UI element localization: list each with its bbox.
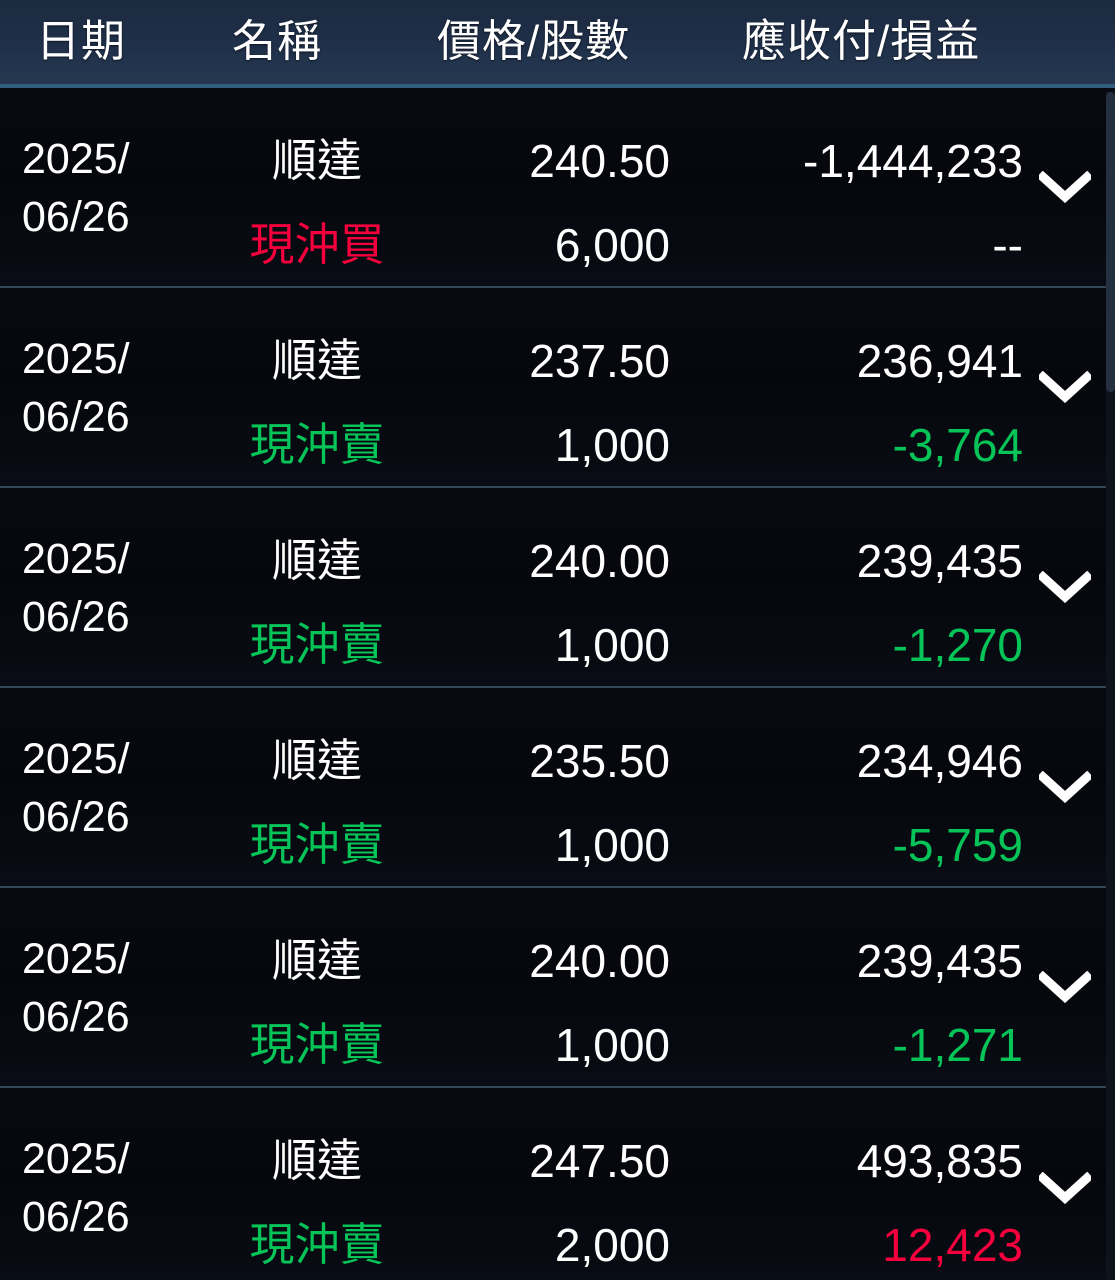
date-line-2: 06/26: [22, 193, 130, 241]
cell-trade-type: 現沖賣: [249, 1219, 385, 1270]
table-row[interactable]: 2025/06/26 順達現沖賣 237.50 1,000 236,941 -3,764: [0, 288, 1115, 488]
cell-price: 240.00: [529, 535, 670, 587]
cell-quantity: 1,000: [554, 819, 670, 871]
chevron-down-icon[interactable]: [1035, 957, 1095, 1017]
cell-trade-type: 現沖賣: [249, 419, 385, 470]
trade-list[interactable]: 2025/06/26 順達 現沖買 240.50 6,000 -1,444,233 -- 20…: [0, 88, 1115, 1280]
cell-stock-name: 順達: [271, 935, 362, 986]
cell-pnl: 12,423: [882, 1219, 1023, 1271]
cell-price: 240.50: [529, 135, 670, 187]
cell-stock-name: 順達: [271, 135, 362, 186]
column-header-price-quantity: 價格/股數: [437, 17, 631, 66]
cell-date: 2025/06/26: [22, 730, 130, 846]
cell-pnl: -3,764: [892, 419, 1023, 471]
date-line-2: 06/26: [22, 793, 130, 841]
cell-trade-type: 現沖賣: [249, 819, 385, 870]
table-row[interactable]: 2025/06/26 順達現沖買 240.50 6,000 -1,444,233 --: [0, 88, 1115, 288]
date-line-1: 2025/: [22, 335, 130, 383]
table-row[interactable]: 2025/06/26 順達現沖賣 240.00 1,000 239,435 -1,270: [0, 488, 1115, 688]
cell-price: 237.50: [529, 335, 670, 387]
cell-stock-name: 順達: [271, 735, 362, 786]
chevron-down-icon[interactable]: [1035, 757, 1095, 817]
cell-pnl: --: [992, 219, 1023, 271]
date-line-1: 2025/: [22, 735, 130, 783]
cell-date: 2025/06/26: [22, 930, 130, 1046]
table-row[interactable]: 2025/06/26 順達現沖賣 240.00 1,000 239,435 -1,271: [0, 888, 1115, 1088]
cell-quantity: 1,000: [554, 419, 670, 471]
vertical-scrollbar[interactable]: [1106, 92, 1115, 1280]
date-line-1: 2025/: [22, 135, 130, 183]
cell-quantity: 6,000: [554, 219, 670, 271]
chevron-down-icon[interactable]: [1035, 357, 1095, 417]
cell-price: 247.50: [529, 1135, 670, 1187]
cell-stock-name: 順達: [271, 1135, 362, 1186]
cell-quantity: 2,000: [554, 1219, 670, 1271]
date-line-2: 06/26: [22, 593, 130, 641]
table-row[interactable]: 2025/06/26 順達現沖賣 247.50 2,000 493,835 12,423: [0, 1088, 1115, 1280]
date-line-2: 06/26: [22, 993, 130, 1041]
cell-amount: -1,444,233: [803, 135, 1023, 187]
cell-price: 235.50: [529, 735, 670, 787]
table-row[interactable]: 2025/06/26 順達現沖賣 235.50 1,000 234,946 -5,759: [0, 688, 1115, 888]
column-header-amount-pnl: 應收付/損益: [742, 17, 981, 66]
cell-date: 2025/06/26: [22, 530, 130, 646]
scrollbar-thumb[interactable]: [1106, 92, 1115, 392]
column-header-date: 日期: [36, 17, 126, 66]
date-line-2: 06/26: [22, 393, 130, 441]
cell-price: 240.00: [529, 935, 670, 987]
chevron-down-icon[interactable]: [1035, 557, 1095, 617]
cell-date: 2025/06/26: [22, 1130, 130, 1246]
cell-pnl: -1,271: [892, 1019, 1023, 1071]
cell-amount: 493,835: [856, 1135, 1023, 1187]
cell-amount: 239,435: [856, 935, 1023, 987]
chevron-down-icon[interactable]: [1035, 157, 1095, 217]
chevron-down-icon[interactable]: [1035, 1158, 1095, 1218]
table-header: 日期 名稱 價格/股數 應收付/損益: [0, 0, 1115, 88]
cell-stock-name: 順達: [271, 535, 362, 586]
date-line-1: 2025/: [22, 935, 130, 983]
cell-trade-type: 現沖買: [249, 219, 385, 270]
cell-stock-name: 順達: [271, 335, 362, 386]
cell-amount: 239,435: [856, 535, 1023, 587]
cell-amount: 234,946: [856, 735, 1023, 787]
cell-date: 2025/06/26: [22, 130, 130, 246]
cell-pnl: -5,759: [892, 819, 1023, 871]
cell-quantity: 1,000: [554, 1019, 670, 1071]
cell-quantity: 1,000: [554, 619, 670, 671]
date-line-1: 2025/: [22, 535, 130, 583]
cell-trade-type: 現沖賣: [249, 619, 385, 670]
column-header-name: 名稱: [232, 17, 322, 66]
cell-date: 2025/06/26: [22, 330, 130, 446]
cell-amount: 236,941: [856, 335, 1023, 387]
date-line-2: 06/26: [22, 1193, 130, 1241]
cell-trade-type: 現沖賣: [249, 1019, 385, 1070]
date-line-1: 2025/: [22, 1135, 130, 1183]
cell-pnl: -1,270: [892, 619, 1023, 671]
